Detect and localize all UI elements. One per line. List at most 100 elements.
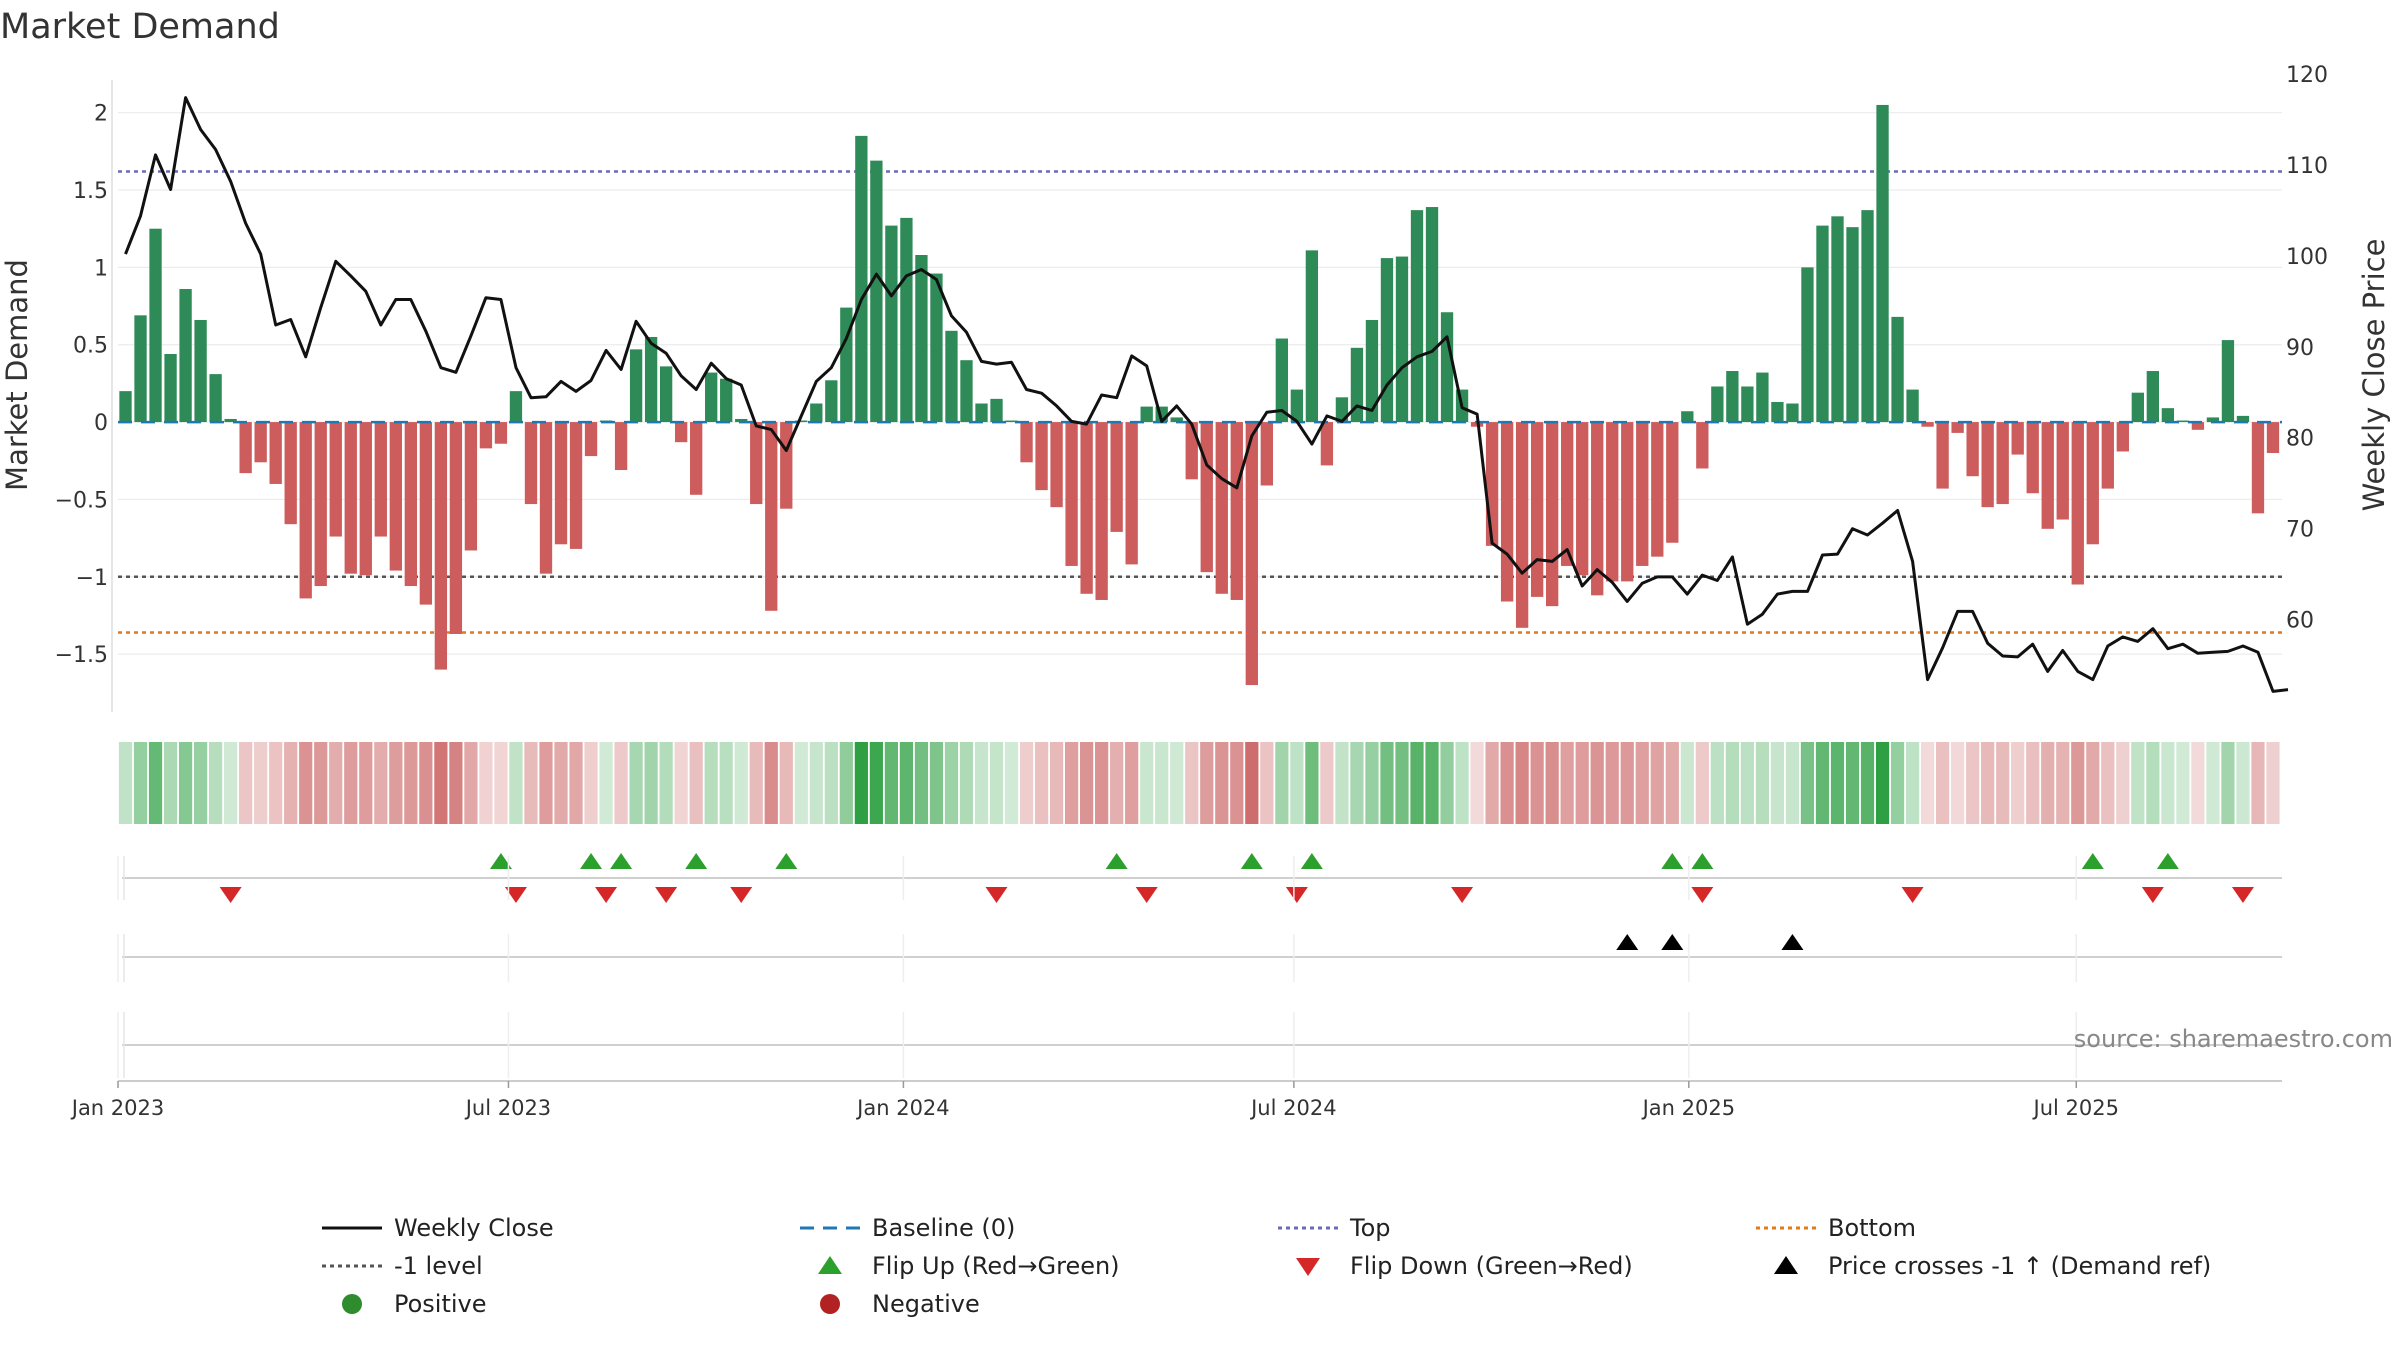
heat-cell bbox=[389, 742, 403, 824]
heat-cell bbox=[1996, 742, 2010, 824]
legend-item: Price crosses -1 ↑ (Demand ref) bbox=[1774, 1252, 2211, 1280]
demand-bar bbox=[1756, 372, 1769, 423]
heat-cell bbox=[1215, 742, 1229, 824]
legend-label: Weekly Close bbox=[394, 1214, 554, 1242]
demand-bar bbox=[1726, 371, 1739, 423]
heat-cell bbox=[1245, 742, 1259, 824]
x-tick-label: Jul 2024 bbox=[1249, 1096, 1336, 1120]
demand-bar bbox=[990, 398, 1003, 423]
legend-swatch bbox=[1296, 1258, 1320, 1276]
flip-up-marker bbox=[610, 853, 633, 869]
demand-bar bbox=[840, 307, 853, 423]
demand-bar bbox=[795, 420, 808, 423]
flip-down-marker bbox=[1135, 887, 1158, 903]
legend-label: Baseline (0) bbox=[872, 1214, 1015, 1242]
legend-swatch bbox=[820, 1294, 840, 1314]
demand-bar bbox=[1906, 389, 1919, 423]
legend-item: Bottom bbox=[1756, 1214, 1916, 1242]
heat-cell bbox=[178, 742, 193, 824]
heat-cell bbox=[1064, 742, 1079, 824]
demand-bar bbox=[2041, 422, 2054, 529]
heat-cell bbox=[1920, 742, 1935, 824]
demand-bar bbox=[1425, 207, 1439, 423]
demand-bar bbox=[1095, 422, 1108, 600]
heat-cell bbox=[554, 742, 568, 824]
y-tick-label: 2 bbox=[94, 102, 108, 127]
heat-cell bbox=[2146, 742, 2160, 824]
demand-bar bbox=[2011, 422, 2024, 455]
demand-bar bbox=[1530, 422, 1544, 597]
demand-bar bbox=[750, 422, 763, 505]
heat-cell bbox=[689, 742, 703, 824]
y2-tick-label: 80 bbox=[2286, 427, 2314, 452]
demand-bar bbox=[1741, 386, 1754, 423]
demand-bar bbox=[1185, 422, 1198, 480]
heat-cell bbox=[2131, 742, 2145, 824]
y2-tick-label: 110 bbox=[2286, 154, 2328, 179]
y-tick-label: 0 bbox=[94, 411, 108, 436]
demand-bar bbox=[239, 422, 252, 474]
demand-bar bbox=[389, 422, 402, 571]
heat-cell bbox=[449, 742, 463, 824]
flip-down-marker bbox=[595, 887, 618, 903]
heat-cell bbox=[569, 742, 583, 824]
heat-cell bbox=[839, 742, 853, 824]
demand-bar bbox=[419, 422, 433, 605]
demand-bar bbox=[1350, 347, 1364, 423]
heat-cell bbox=[1350, 742, 1364, 824]
heat-cell bbox=[374, 742, 388, 824]
heat-cell bbox=[2206, 742, 2220, 824]
heat-cell bbox=[1560, 742, 1574, 824]
heat-cell bbox=[284, 742, 298, 824]
demand-bar bbox=[1936, 422, 1949, 489]
demand-bar bbox=[2251, 422, 2265, 514]
demand-bar bbox=[179, 289, 192, 423]
flip-up-marker bbox=[1240, 853, 1263, 869]
demand-bar bbox=[810, 403, 823, 423]
demand-bar bbox=[614, 422, 628, 471]
flip-up-marker bbox=[775, 853, 798, 869]
flip-markers-panel bbox=[122, 853, 2282, 903]
heat-cell bbox=[344, 742, 358, 824]
demand-bar bbox=[539, 422, 553, 574]
demand-bar bbox=[2206, 417, 2220, 423]
demand-bar bbox=[1666, 422, 1679, 543]
flip-down-marker bbox=[1691, 887, 1714, 903]
demand-bar bbox=[1816, 225, 1829, 423]
heat-cell bbox=[2041, 742, 2055, 824]
heat-cell bbox=[1951, 742, 1965, 824]
demand-bar bbox=[690, 422, 703, 495]
heat-cell bbox=[359, 742, 373, 824]
heat-cell bbox=[854, 742, 868, 824]
demand-bar bbox=[975, 403, 988, 423]
heat-cell bbox=[1185, 742, 1199, 824]
heat-cell bbox=[2251, 742, 2265, 824]
legend-label: Flip Up (Red→Green) bbox=[872, 1252, 1120, 1280]
demand-bar bbox=[1125, 422, 1138, 565]
demand-bar bbox=[374, 422, 387, 537]
demand-bar bbox=[554, 422, 568, 545]
demand-bar bbox=[359, 422, 372, 576]
heat-cell bbox=[749, 742, 763, 824]
demand-bar bbox=[1440, 312, 1454, 423]
heat-cell bbox=[2236, 742, 2250, 824]
demand-bar bbox=[149, 228, 162, 423]
x-tick-label: Jul 2023 bbox=[464, 1096, 551, 1120]
demand-bar bbox=[479, 422, 493, 449]
y2-tick-label: 120 bbox=[2286, 63, 2328, 88]
legend-label: Bottom bbox=[1828, 1214, 1916, 1242]
heat-cell bbox=[404, 742, 418, 824]
heat-cell bbox=[419, 742, 433, 824]
heat-cell bbox=[1695, 742, 1709, 824]
demand-bar bbox=[449, 422, 463, 635]
demand-bar bbox=[1696, 422, 1709, 469]
heat-cell bbox=[464, 742, 478, 824]
flip-up-marker bbox=[580, 853, 603, 869]
heat-cell bbox=[1665, 742, 1679, 824]
heat-cell bbox=[944, 742, 959, 824]
heat-cell bbox=[599, 742, 613, 824]
heat-cell bbox=[1770, 742, 1785, 824]
demand-bar bbox=[2176, 420, 2190, 423]
demand-bar bbox=[1951, 422, 1964, 433]
demand-bar bbox=[735, 418, 748, 423]
